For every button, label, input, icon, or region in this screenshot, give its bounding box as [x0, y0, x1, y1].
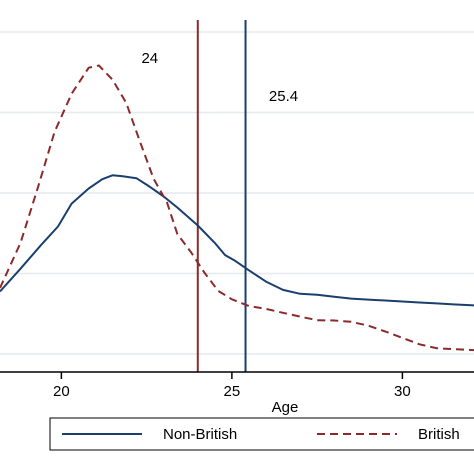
series-lines [0, 64, 474, 352]
x-axis-ticks: 20 25 30 [53, 372, 411, 400]
legend: Non-British British [49, 417, 474, 451]
x-axis-title: Age [272, 399, 299, 416]
reference-label-0: 24 [141, 50, 158, 67]
legend-label-british: British [418, 426, 460, 443]
x-tick-label-20: 20 [53, 383, 70, 400]
series-line-british [0, 64, 474, 352]
series-line-non-british [0, 174, 474, 307]
grid-lines [0, 31, 474, 355]
reference-label-1: 25.4 [269, 88, 298, 105]
x-tick-label-30: 30 [394, 383, 411, 400]
reference-lines: 24 25.4 [141, 20, 298, 372]
x-tick-label-25: 25 [224, 383, 241, 400]
legend-label-non-british: Non-British [163, 426, 237, 443]
